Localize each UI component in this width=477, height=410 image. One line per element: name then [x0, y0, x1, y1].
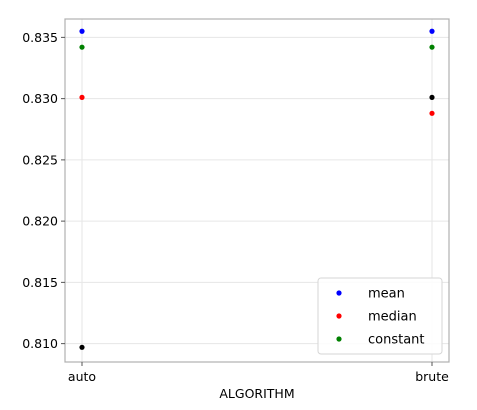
- legend-label: mean: [368, 287, 405, 302]
- x-tick-label: auto: [68, 369, 96, 384]
- y-tick-label: 0.810: [22, 336, 58, 351]
- data-point: [429, 28, 435, 34]
- data-points: [79, 28, 435, 350]
- legend-marker: [336, 290, 342, 296]
- legend-label: median: [368, 310, 417, 325]
- y-tick-label: 0.825: [22, 152, 58, 167]
- legend-marker: [336, 336, 342, 342]
- legend: mean median constant: [317, 277, 443, 355]
- x-axis: auto brute: [68, 362, 449, 384]
- legend-marker: [336, 313, 342, 319]
- plot-frame: [64, 18, 450, 363]
- data-point: [79, 344, 85, 350]
- y-axis: 0.810 0.815 0.820 0.825 0.830 0.835: [22, 30, 65, 351]
- data-point: [429, 44, 435, 50]
- grid: [65, 19, 449, 362]
- y-tick-label: 0.830: [22, 91, 58, 106]
- data-point: [79, 28, 85, 34]
- x-axis-label: ALGORITHM: [219, 386, 294, 401]
- legend-label: constant: [368, 333, 425, 348]
- y-tick-label: 0.835: [22, 30, 58, 45]
- y-tick-label: 0.815: [22, 275, 58, 290]
- data-point: [429, 110, 435, 116]
- data-point: [79, 44, 85, 50]
- legend-entries: mean median constant: [336, 287, 425, 348]
- legend-box: [317, 277, 443, 355]
- x-tick-label: brute: [415, 369, 449, 384]
- y-tick-label: 0.820: [22, 214, 58, 229]
- data-point: [429, 94, 435, 100]
- data-point: [79, 94, 85, 100]
